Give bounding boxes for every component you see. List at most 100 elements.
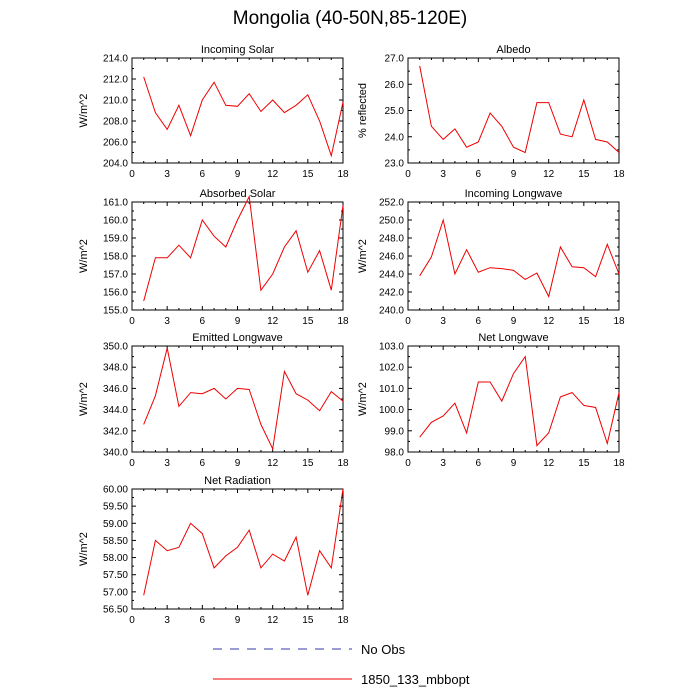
- x-tick-label: 15: [578, 316, 590, 327]
- y-tick-label: 100.0: [379, 405, 404, 416]
- x-tick-label: 12: [543, 458, 555, 469]
- legend-label: 1850_133_mbbopt: [361, 672, 470, 687]
- x-tick-label: 3: [164, 316, 170, 327]
- x-tick-label: 18: [613, 316, 625, 327]
- panel-2: Absorbed Solar 0 3 6 9 12 15 18 155.0 156.0 157.0 1…: [78, 188, 349, 327]
- series-line: [419, 355, 620, 447]
- x-tick-label: 0: [129, 169, 135, 180]
- series-line: [143, 488, 344, 596]
- y-tick-label: 210.0: [103, 96, 128, 107]
- y-tick-label: 348.0: [103, 363, 128, 374]
- x-tick-label: 0: [405, 169, 411, 180]
- panel-title: Albedo: [496, 44, 530, 56]
- y-tick-label: 248.0: [379, 234, 404, 245]
- y-tick-label: 101.0: [379, 384, 404, 395]
- y-tick-label: 340.0: [103, 448, 128, 459]
- x-tick-label: 0: [129, 615, 135, 626]
- x-tick-label: 9: [511, 458, 517, 469]
- y-tick-label: 58.50: [103, 536, 128, 547]
- x-tick-label: 0: [405, 458, 411, 469]
- y-tick-label: 57.00: [103, 587, 128, 598]
- series-line: [143, 194, 344, 302]
- y-tick-label: 160.0: [103, 216, 128, 227]
- y-tick-label: 24.0: [385, 132, 405, 143]
- x-tick-label: 3: [440, 169, 446, 180]
- y-tick-label: 157.0: [103, 270, 128, 281]
- y-tick-label: 59.50: [103, 502, 128, 513]
- x-tick-label: 15: [578, 458, 590, 469]
- x-tick-label: 3: [440, 458, 446, 469]
- x-tick-label: 0: [405, 316, 411, 327]
- x-tick-label: 18: [337, 615, 349, 626]
- panel-0: Incoming Solar 0 3 6 9 12 15 18 204.0 206.0 208.0 2…: [78, 44, 349, 180]
- plot-frame: [407, 345, 620, 453]
- y-tick-label: 208.0: [103, 117, 128, 128]
- y-tick-label: 206.0: [103, 138, 128, 149]
- x-tick-label: 0: [129, 316, 135, 327]
- page-title: Mongolia (40-50N,85-120E): [232, 8, 468, 29]
- x-tick-label: 12: [267, 316, 279, 327]
- plot-frame: [131, 201, 344, 311]
- x-tick-label: 15: [302, 316, 314, 327]
- panel-3: Incoming Longwave 0 3 6 9 12 15 18 240.0 242.0 244…: [357, 188, 625, 327]
- legend-label: No Obs: [361, 642, 406, 657]
- y-tick-label: 155.0: [103, 306, 128, 317]
- panel-title: Net Longwave: [478, 332, 548, 344]
- plot-frame: [131, 57, 344, 164]
- panel-6: Net Radiation 0 3 6 9 12 15 18 56.50 57.00 57.50 58…: [78, 475, 349, 626]
- plot-frame: [407, 201, 620, 311]
- y-tick-label: 26.0: [385, 80, 405, 91]
- x-tick-label: 9: [235, 316, 241, 327]
- y-tick-label: 252.0: [379, 198, 404, 209]
- y-tick-label: 60.00: [103, 485, 128, 496]
- x-tick-label: 9: [235, 169, 241, 180]
- y-axis-label: W/m^2: [78, 382, 90, 416]
- y-tick-label: 250.0: [379, 216, 404, 227]
- panel-5: Net Longwave 0 3 6 9 12 15 18 98.0 99.0 100.0 101.0…: [357, 332, 625, 469]
- y-tick-label: 346.0: [103, 384, 128, 395]
- y-tick-label: 98.0: [385, 448, 405, 459]
- y-tick-label: 102.0: [379, 363, 404, 374]
- y-tick-label: 212.0: [103, 75, 128, 86]
- x-tick-label: 12: [267, 615, 279, 626]
- y-tick-label: 27.0: [385, 54, 405, 65]
- y-axis-label: W/m^2: [357, 382, 369, 416]
- y-axis-label: W/m^2: [78, 239, 90, 273]
- y-tick-label: 156.0: [103, 288, 128, 299]
- x-tick-label: 6: [200, 169, 206, 180]
- x-tick-label: 15: [302, 615, 314, 626]
- x-tick-label: 9: [511, 169, 517, 180]
- x-tick-label: 15: [302, 169, 314, 180]
- x-tick-label: 3: [440, 316, 446, 327]
- panel-title: Net Radiation: [204, 475, 271, 487]
- panel-1: Albedo 0 3 6 9 12 15 18 23.0 24.0 25.0 26.0 27.0 % re…: [357, 44, 625, 180]
- x-tick-label: 12: [267, 458, 279, 469]
- y-tick-label: 159.0: [103, 234, 128, 245]
- panel-title: Emitted Longwave: [192, 332, 283, 344]
- y-tick-label: 246.0: [379, 252, 404, 263]
- x-tick-label: 6: [476, 169, 482, 180]
- y-tick-label: 344.0: [103, 405, 128, 416]
- x-tick-label: 12: [267, 169, 279, 180]
- y-tick-label: 158.0: [103, 252, 128, 263]
- x-tick-label: 3: [164, 458, 170, 469]
- x-tick-label: 6: [476, 458, 482, 469]
- x-tick-label: 9: [235, 615, 241, 626]
- series-line: [143, 347, 344, 451]
- y-tick-label: 58.00: [103, 553, 128, 564]
- x-tick-label: 6: [200, 458, 206, 469]
- y-axis-label: W/m^2: [78, 94, 90, 128]
- series-line: [419, 218, 620, 298]
- y-tick-label: 99.0: [385, 426, 405, 437]
- legend: No Obs 1850_133_mbbopt: [213, 642, 470, 687]
- x-tick-label: 18: [337, 169, 349, 180]
- y-axis-label: W/m^2: [357, 239, 369, 273]
- x-tick-label: 9: [511, 316, 517, 327]
- panel-title: Absorbed Solar: [200, 188, 276, 200]
- y-tick-label: 59.00: [103, 519, 128, 530]
- x-tick-label: 6: [476, 316, 482, 327]
- x-tick-label: 18: [613, 169, 625, 180]
- y-axis-label: W/m^2: [78, 532, 90, 566]
- x-tick-label: 3: [164, 615, 170, 626]
